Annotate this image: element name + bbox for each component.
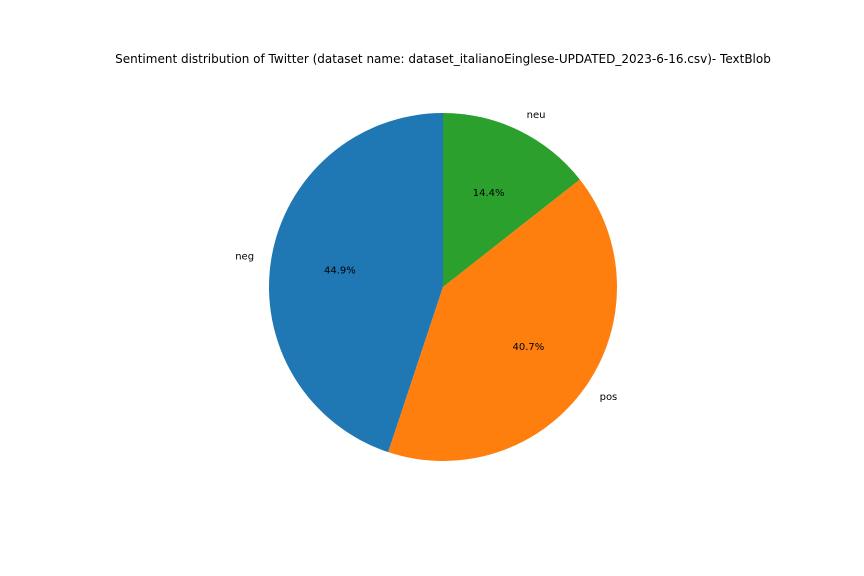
slices-layer: [268, 113, 618, 462]
chart-title: Sentiment distribution of Twitter (datas…: [115, 52, 771, 66]
labels-layer: neg 44.9% pos 40.7% neu 14.4%: [235, 110, 617, 403]
pie-slice-neg: [268, 113, 443, 453]
slice-label-neg: neg: [235, 251, 254, 262]
slice-label-pos: pos: [600, 392, 618, 403]
slice-pct-label-neg: 44.9%: [324, 265, 356, 276]
pie-slice-pos: [388, 179, 618, 462]
slice-label-neu: neu: [527, 110, 546, 121]
slice-pct-label-pos: 40.7%: [513, 342, 545, 353]
pie-slice-neu: [443, 113, 580, 287]
slice-pct-label-neu: 14.4%: [473, 188, 505, 199]
